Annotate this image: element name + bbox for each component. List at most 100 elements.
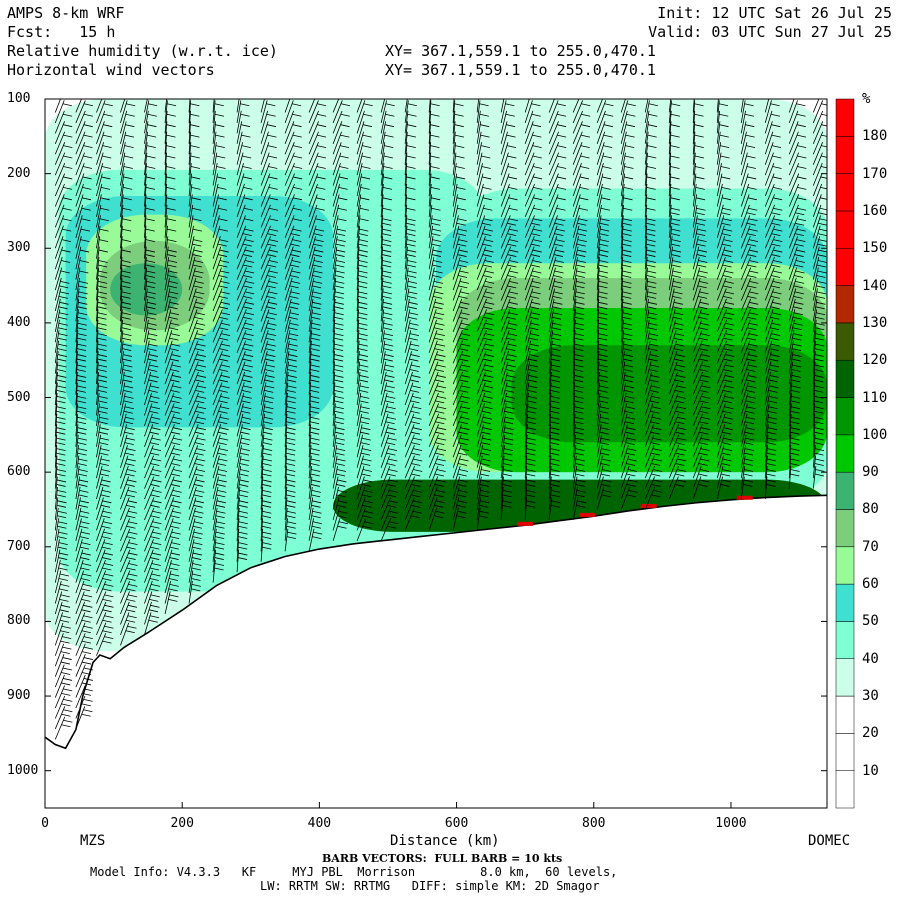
barb-flag [335, 291, 345, 295]
barb-flag [409, 312, 419, 316]
barb-shaft [120, 549, 131, 573]
barb-flag [104, 573, 114, 577]
barb-flag [335, 260, 346, 263]
barb-flag [63, 719, 73, 723]
barb-flag [527, 390, 537, 393]
barb-flag [747, 264, 757, 268]
barb-flag [406, 134, 417, 138]
barb-flag [57, 327, 68, 331]
barb-shaft [212, 298, 223, 322]
barb-shaft [428, 507, 438, 531]
barb-flag [791, 395, 801, 399]
barb-flag [530, 285, 540, 289]
barb-flag [454, 93, 463, 95]
barb-shaft [96, 601, 107, 625]
barb-flag [244, 343, 254, 347]
barb-flag [382, 249, 392, 253]
barb-flag [698, 442, 709, 446]
barb-shaft [452, 445, 462, 468]
barb-flag [124, 452, 135, 456]
barb-flag [217, 479, 227, 483]
barb-flag [238, 525, 248, 529]
barb-flag [358, 379, 369, 383]
barb-flag [748, 207, 758, 211]
barb-shaft [644, 465, 655, 489]
barb-shaft [332, 486, 339, 510]
barb-column [284, 99, 303, 552]
barb-flag [773, 239, 783, 243]
barb-flag [646, 186, 656, 190]
barb-flag [286, 504, 296, 508]
y-tick-label: 800 [7, 613, 31, 629]
barb-column [452, 93, 471, 531]
barb-flag [262, 479, 272, 483]
barb-flag [362, 134, 372, 138]
barb-flag [171, 463, 181, 466]
barb-column [548, 99, 567, 520]
barb-flag [169, 594, 179, 598]
barb-flag [436, 375, 446, 378]
barb-flag [193, 542, 203, 546]
barb-flag [63, 124, 73, 128]
barb-flag [482, 243, 492, 247]
barb-flag [647, 316, 657, 320]
barb-shaft [500, 288, 511, 312]
barb-flag [99, 437, 110, 441]
barb-shaft [404, 507, 415, 531]
barb-flag [286, 416, 296, 420]
colorbar-label: 100 [862, 426, 888, 443]
barb-flag [411, 504, 421, 508]
barb-shaft [524, 121, 534, 144]
barb-flag [358, 337, 368, 341]
barb-flag [127, 615, 137, 619]
colorbar-swatch [835, 285, 855, 324]
barb-flag [406, 254, 416, 257]
barb-shaft [188, 486, 197, 510]
barb-flag [170, 400, 180, 404]
barb-flag [311, 343, 321, 347]
barb-flag [360, 421, 370, 425]
barb-flag [196, 448, 206, 451]
barb-flag [724, 375, 735, 378]
barb-flag [266, 316, 276, 320]
barb-flag [628, 489, 638, 493]
barb-shaft [188, 392, 199, 416]
barb-flag [358, 254, 368, 257]
barb-shaft [54, 267, 63, 291]
barb-flag [698, 306, 708, 310]
barb-flag [286, 458, 296, 462]
barb-flag [502, 504, 512, 508]
barb-flag [76, 348, 87, 351]
barb-flag [59, 291, 70, 295]
barb-flag [790, 390, 801, 393]
barb-shaft [236, 99, 240, 113]
barb-shaft [54, 277, 62, 301]
barb-shaft [308, 183, 318, 207]
plot-frame [44, 98, 828, 809]
barb-flag [550, 448, 560, 451]
barb-flag [605, 93, 614, 95]
barb-flag [505, 93, 514, 95]
barb-flag [457, 510, 467, 514]
barb-flag [214, 567, 224, 571]
barb-flag [78, 458, 88, 462]
barb-flag [772, 176, 782, 180]
barb-flag [533, 207, 543, 211]
x-axis-label: Distance (km) [390, 833, 500, 849]
barb-flag [700, 333, 710, 337]
colorbar-swatch [835, 471, 855, 510]
barb-shaft [144, 549, 154, 573]
barb-flag [600, 218, 610, 222]
barb-flag [104, 636, 114, 640]
barb-shaft [812, 267, 819, 291]
barb-flag [217, 243, 227, 247]
barb-shaft [476, 403, 485, 427]
barb-flag [483, 275, 493, 278]
barb-flag [194, 327, 204, 331]
barb-flag [723, 369, 733, 372]
barb-flag [550, 437, 560, 441]
barb-flag [700, 427, 711, 431]
barb-flag [195, 379, 205, 383]
barb-shaft [740, 204, 750, 228]
barb-flag [770, 316, 780, 320]
